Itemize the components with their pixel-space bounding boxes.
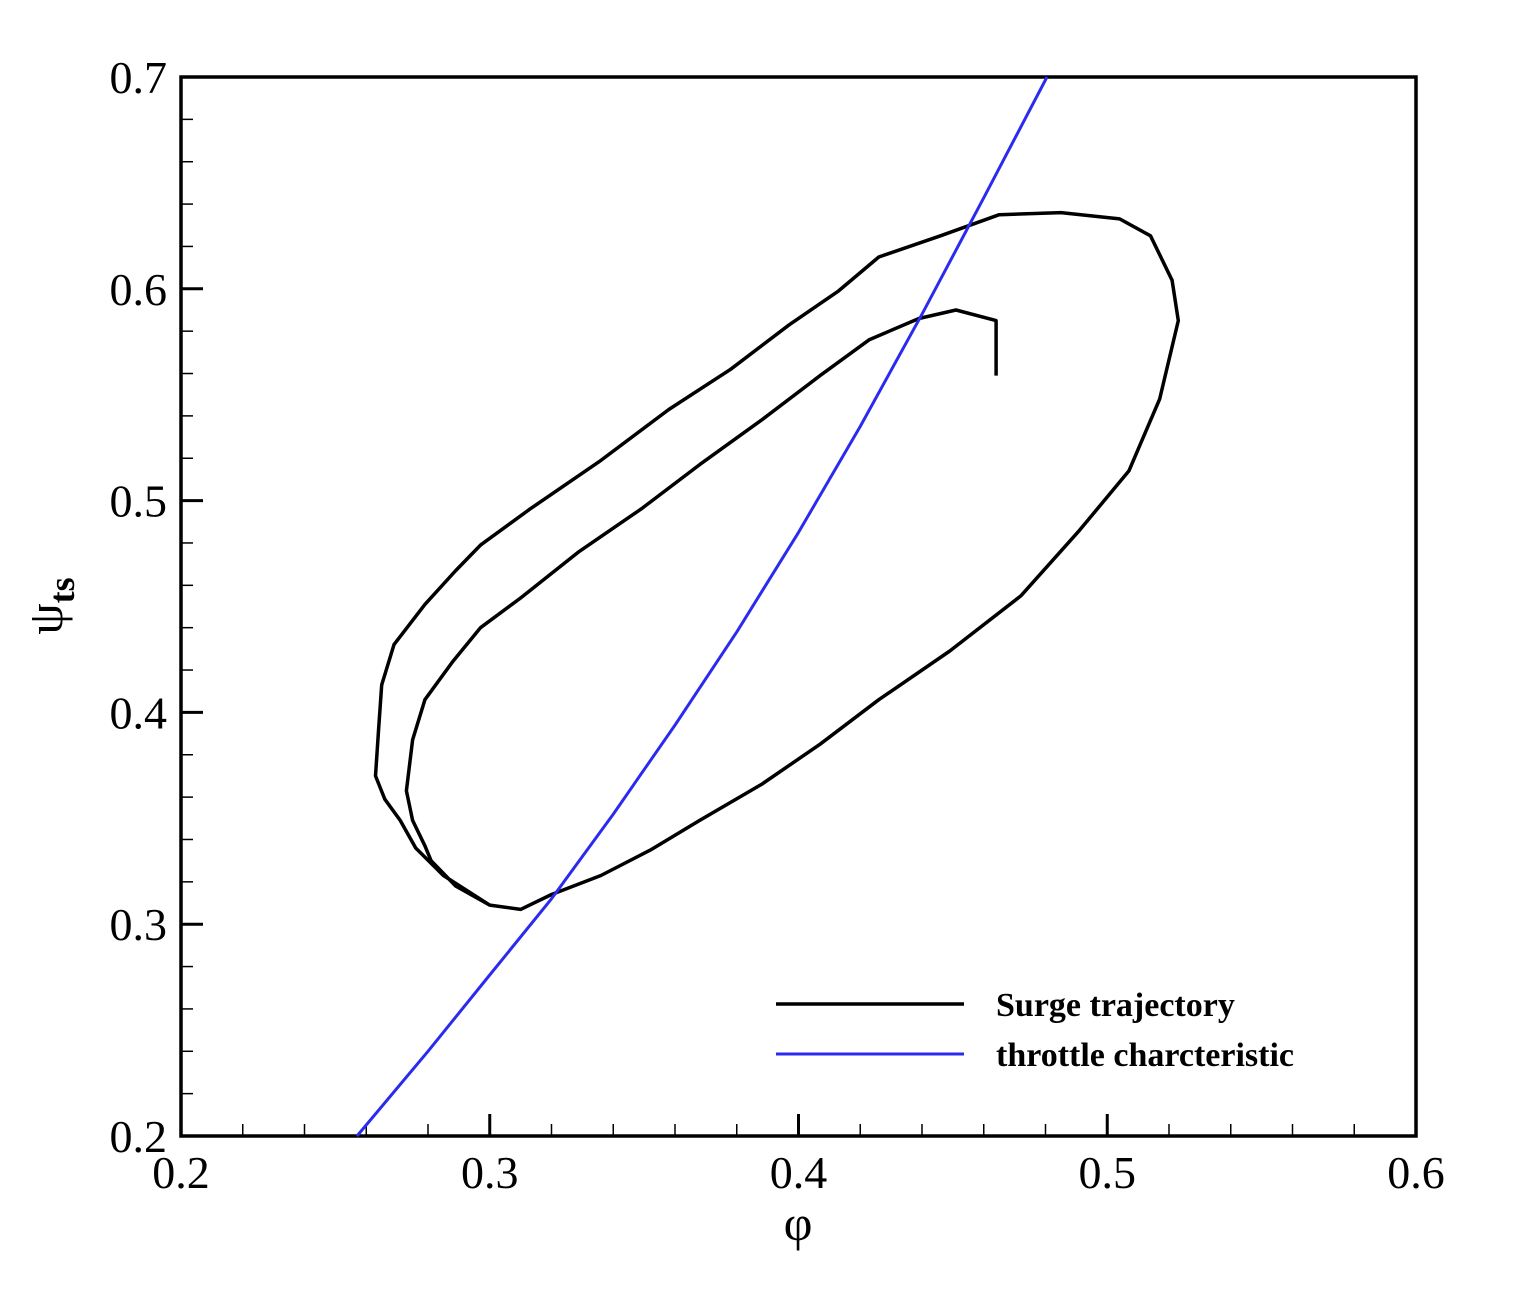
y-axis-label-main: ψ <box>17 603 73 634</box>
plot-frame <box>179 75 1418 1138</box>
x-tick-label: 0.6 <box>1387 1147 1445 1198</box>
y-tick-label: 0.6 <box>110 264 168 315</box>
y-tick-label: 0.7 <box>110 52 168 103</box>
y-tick-label: 0.3 <box>110 899 168 950</box>
y-tick-label: 0.2 <box>110 1111 168 1162</box>
x-tick-label: 0.5 <box>1079 1147 1137 1198</box>
x-tick-label: 0.4 <box>770 1147 828 1198</box>
legend-label: throttle charcteristic <box>996 1037 1294 1074</box>
y-tick-label: 0.5 <box>110 476 168 527</box>
x-tick-label: 0.3 <box>461 1147 519 1198</box>
y-axis-label-subscript: ts <box>42 577 82 603</box>
legend-label: Surge trajectory <box>996 987 1235 1024</box>
x-tick-label: 0.2 <box>152 1147 210 1198</box>
series-line <box>373 210 1181 912</box>
y-axis-label: ψts <box>17 577 82 634</box>
x-axis-label: φ <box>784 1195 813 1251</box>
series-line <box>355 76 1049 1137</box>
y-tick-label: 0.4 <box>110 687 168 738</box>
